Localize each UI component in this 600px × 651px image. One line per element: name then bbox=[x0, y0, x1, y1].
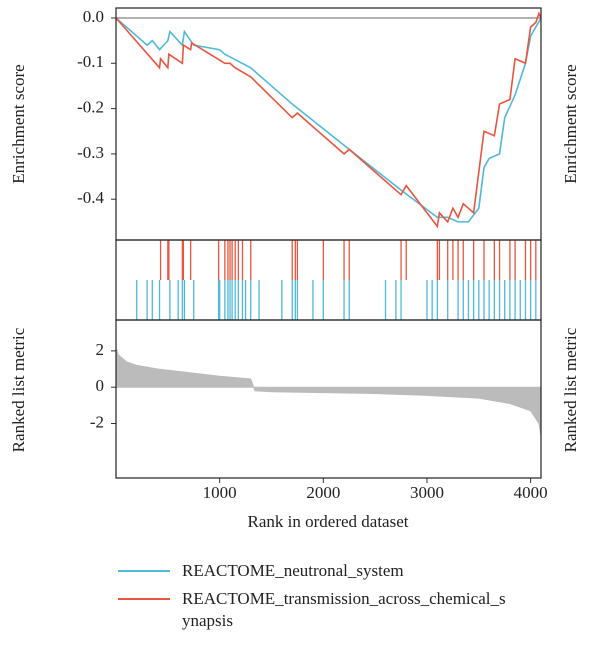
y-tick-label: -0.3 bbox=[77, 143, 104, 162]
legend-swatch bbox=[118, 598, 170, 600]
es-line bbox=[115, 11, 542, 229]
y-tick-label: 0 bbox=[96, 376, 105, 395]
y-tick-label: -0.2 bbox=[77, 98, 104, 117]
legend-entry: REACTOME_transmission_across_chemical_sy… bbox=[118, 588, 558, 632]
y-tick-label: 0.0 bbox=[83, 7, 104, 26]
y-axis-label-right: Ranked list metric bbox=[561, 327, 580, 452]
y-tick-label: 2 bbox=[96, 340, 105, 359]
panel-frame bbox=[115, 239, 542, 321]
x-tick-label: 3000 bbox=[410, 483, 444, 502]
legend-label: REACTOME_transmission_across_chemical_sy… bbox=[182, 589, 506, 630]
panel-frame bbox=[115, 319, 542, 479]
y-axis-label: Ranked list metric bbox=[9, 327, 28, 452]
y-axis-label: Enrichment score bbox=[9, 64, 28, 183]
metric-area bbox=[115, 347, 542, 437]
x-tick-label: 4000 bbox=[514, 483, 548, 502]
legend: REACTOME_neutronal_system REACTOME_transm… bbox=[118, 560, 558, 638]
legend-entry: REACTOME_neutronal_system bbox=[118, 560, 558, 582]
x-axis-label: Rank in ordered dataset bbox=[248, 512, 409, 531]
y-tick-label: -0.4 bbox=[77, 188, 104, 207]
legend-swatch bbox=[118, 570, 170, 572]
x-tick-label: 1000 bbox=[203, 483, 237, 502]
y-tick-label: -2 bbox=[90, 412, 104, 431]
y-tick-label: -0.1 bbox=[77, 52, 104, 71]
x-tick-label: 2000 bbox=[306, 483, 340, 502]
legend-label: REACTOME_neutronal_system bbox=[182, 561, 404, 580]
es-line bbox=[115, 17, 542, 223]
y-axis-label-right: Enrichment score bbox=[561, 64, 580, 183]
